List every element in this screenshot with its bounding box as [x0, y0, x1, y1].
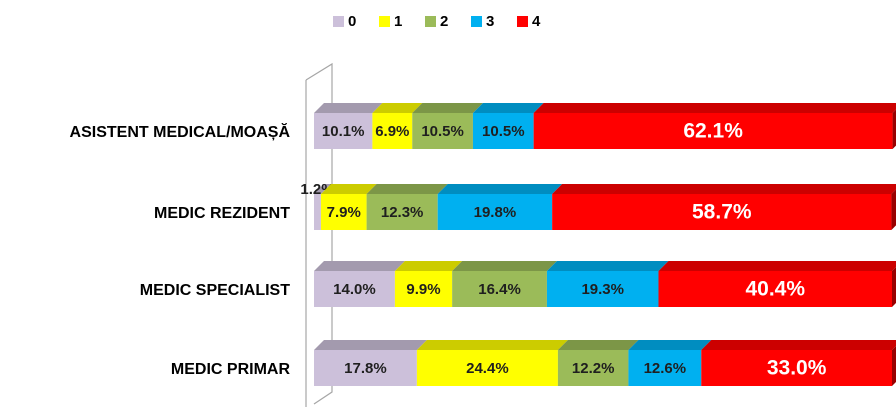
bar [372, 113, 413, 149]
bar-side [892, 346, 896, 386]
bar-top [701, 340, 896, 350]
bar-top [412, 103, 483, 113]
legend-swatch [471, 16, 482, 27]
bar-top [366, 184, 448, 194]
bar [394, 271, 453, 307]
value-label: 12.2% [572, 360, 615, 377]
legend-label: 3 [486, 13, 494, 30]
category-label: ASISTENT MEDICAL/MOAȘĂ [70, 122, 291, 141]
category-label: MEDIC SPECIALIST [140, 282, 290, 299]
bar [314, 113, 373, 149]
value-label: 14.0% [333, 281, 376, 298]
value-label: 17.8% [344, 360, 387, 377]
bar-side [892, 267, 896, 307]
bar-top [452, 261, 557, 271]
bar-top [552, 184, 896, 194]
bar [533, 113, 893, 149]
bar [314, 350, 417, 386]
value-label: 10.5% [482, 123, 525, 140]
bar-top [314, 184, 331, 194]
legend-swatch [425, 16, 436, 27]
value-label: 24.4% [466, 360, 509, 377]
bar-top [416, 340, 568, 350]
bar-top [557, 340, 639, 350]
bar [658, 271, 892, 307]
value-label: 6.9% [375, 123, 409, 140]
bar-top [658, 261, 896, 271]
value-label: 19.3% [581, 281, 624, 298]
bar-top [314, 340, 427, 350]
legend-label: 2 [440, 13, 448, 30]
bar [320, 194, 367, 230]
legend-label: 4 [532, 13, 541, 30]
legend-swatch [517, 16, 528, 27]
bar-top [533, 103, 896, 113]
bar [437, 194, 553, 230]
bar [314, 194, 321, 230]
bar [552, 194, 892, 230]
bar [701, 350, 892, 386]
value-label: 7.9% [327, 204, 361, 221]
bar-top [394, 261, 463, 271]
value-label: 12.6% [644, 360, 687, 377]
bar-side [892, 109, 896, 149]
bar [628, 350, 702, 386]
value-label: 40.4% [745, 278, 805, 301]
legend-swatch [379, 16, 390, 27]
bar [557, 350, 629, 386]
bar-top [437, 184, 563, 194]
value-label: 16.4% [478, 281, 521, 298]
value-label: 33.0% [767, 357, 827, 380]
bar [366, 194, 438, 230]
category-label: MEDIC REZIDENT [154, 205, 290, 222]
bar [314, 271, 395, 307]
bar-top [314, 103, 383, 113]
legend-swatch [333, 16, 344, 27]
bar-top [314, 261, 405, 271]
bar [416, 350, 558, 386]
bar-top [628, 340, 712, 350]
bar [452, 271, 547, 307]
bar [412, 113, 473, 149]
bar-top [472, 103, 544, 113]
value-label: 19.8% [474, 204, 517, 221]
category-label: MEDIC PRIMAR [171, 361, 291, 378]
value-label: 12.3% [381, 204, 424, 221]
value-label: 10.5% [421, 123, 464, 140]
value-label: 9.9% [406, 281, 440, 298]
bar-side [891, 189, 896, 230]
bar [472, 113, 534, 149]
legend-label: 0 [348, 13, 356, 30]
value-label: 62.1% [683, 120, 743, 143]
bar-top [372, 103, 423, 113]
bar [546, 271, 659, 307]
value-label: 10.1% [322, 123, 365, 140]
bar-top [546, 261, 669, 271]
value-label: 58.7% [692, 201, 752, 224]
legend-label: 1 [394, 13, 402, 30]
bar-top [320, 184, 377, 194]
